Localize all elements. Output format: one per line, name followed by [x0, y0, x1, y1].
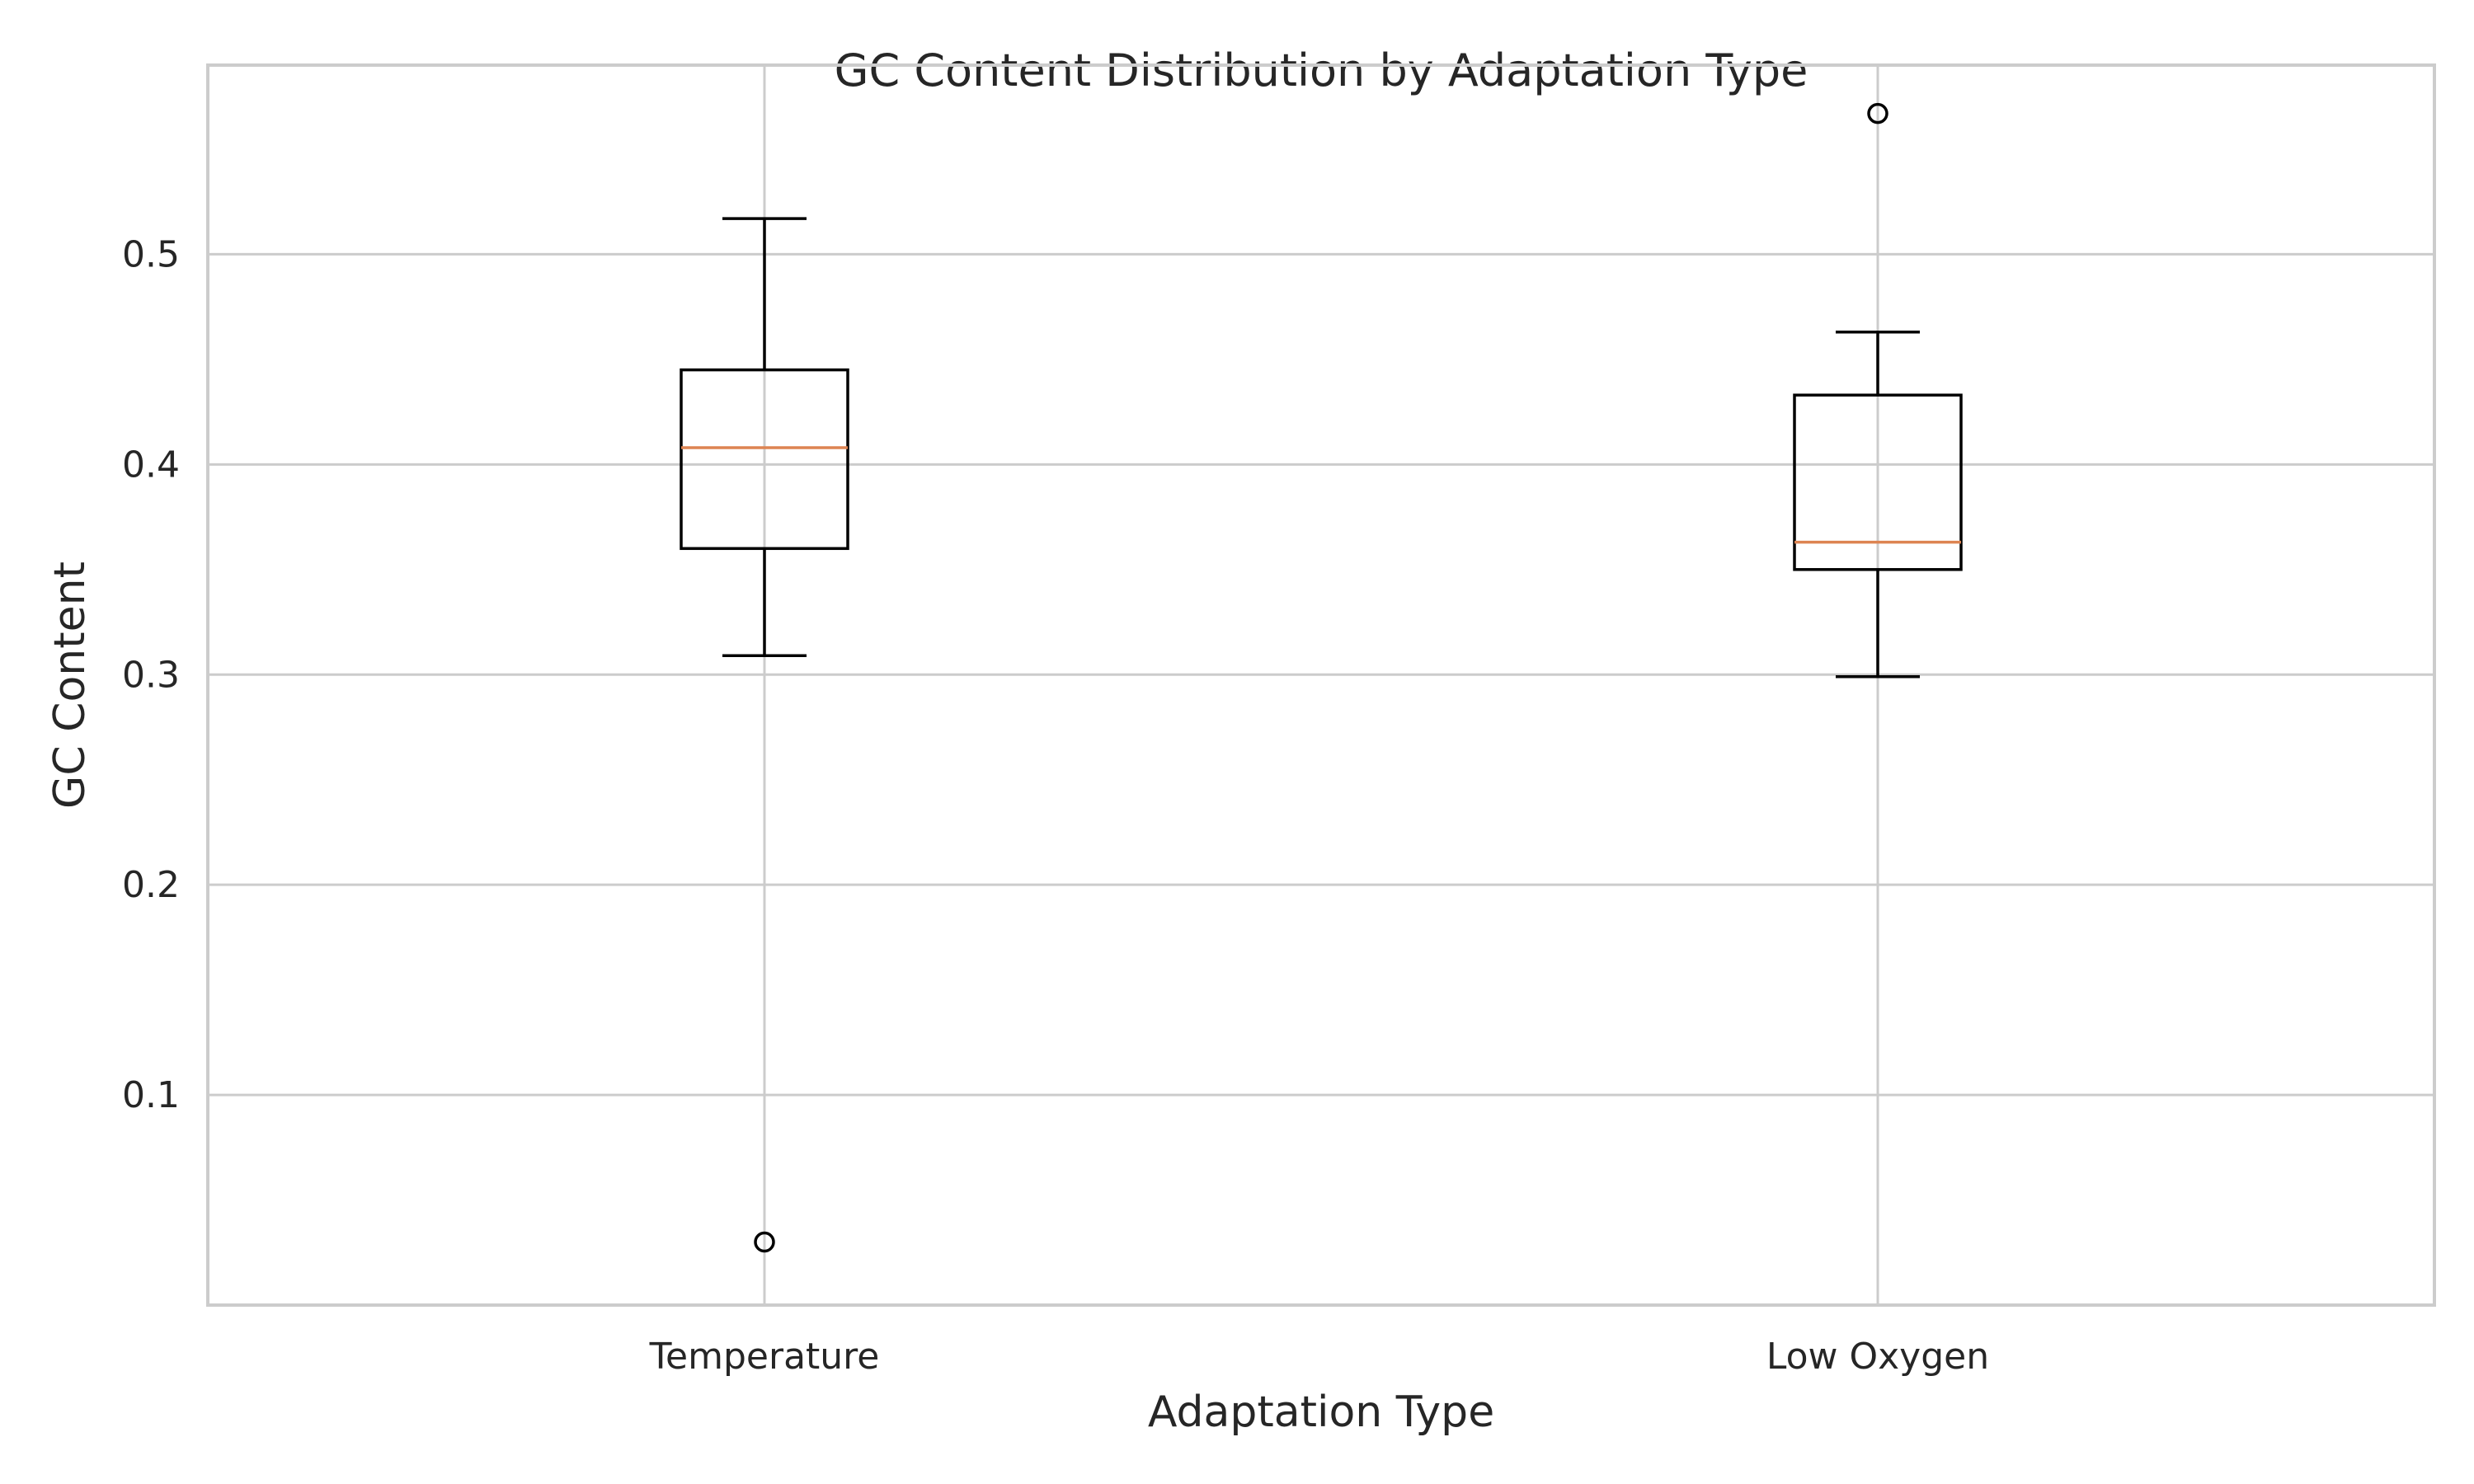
chart-title: GC Content Distribution by Adaptation Ty…	[835, 45, 1808, 96]
box-plot-series	[680, 102, 1963, 1253]
y-tick-label: 0.2	[122, 864, 180, 906]
outlier-point	[1867, 102, 1888, 124]
y-tick-label: 0.3	[122, 654, 180, 696]
x-axis-label: Adaptation Type	[1148, 1388, 1494, 1437]
y-tick-label: 0.1	[122, 1074, 180, 1116]
grid-lines	[208, 65, 2434, 1305]
box-group-low-oxygen	[1793, 102, 1963, 679]
iqr-box	[680, 368, 849, 551]
x-tick-label: Temperature	[649, 1336, 880, 1378]
x-axis-ticks: Temperature Low Oxygen	[649, 1336, 1989, 1378]
box-group-temperature	[680, 217, 849, 1253]
plot-frame	[206, 63, 2436, 1307]
y-axis-ticks: 0.1 0.2 0.3 0.4 0.5	[122, 233, 180, 1116]
outlier-point	[754, 1231, 775, 1253]
y-tick-label: 0.5	[122, 233, 180, 275]
y-axis-label: GC Content	[45, 561, 95, 809]
iqr-box	[1793, 393, 1963, 571]
x-tick-label: Low Oxygen	[1766, 1336, 1989, 1378]
y-tick-label: 0.4	[122, 444, 180, 486]
